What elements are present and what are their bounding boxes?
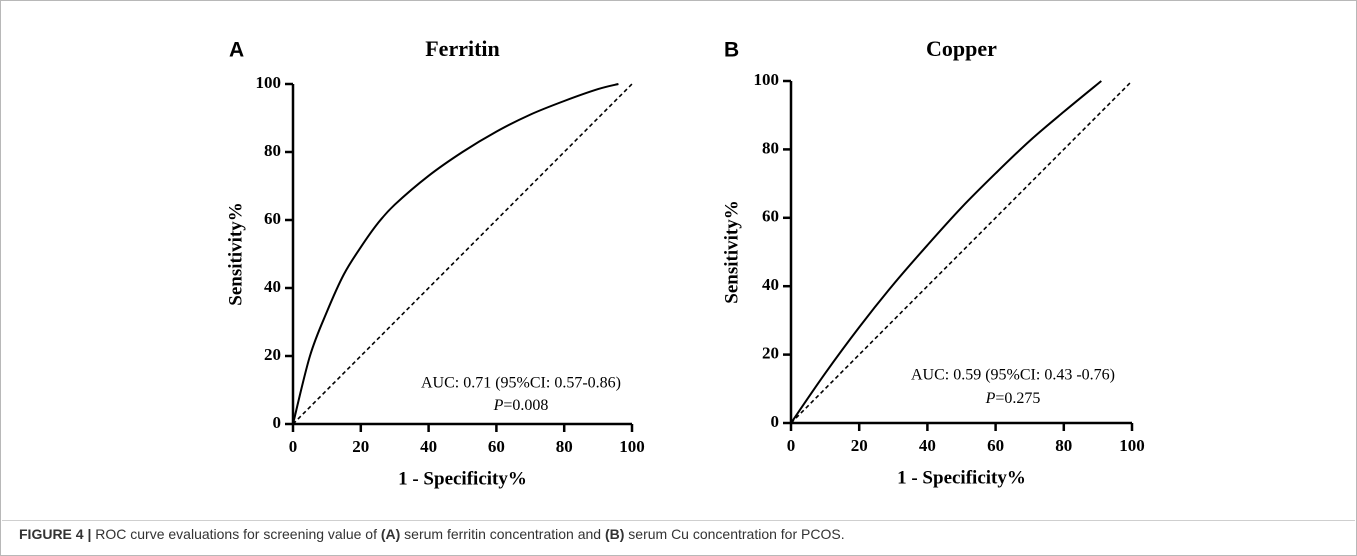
panel-a-x-tick-label: 40	[420, 437, 437, 456]
panel-a-letter: A	[229, 39, 244, 62]
panel-a-x-axis-label: 1 - Specificity%	[398, 468, 527, 489]
panel-a-y-tick-label: 0	[273, 413, 282, 432]
panel-b-auc-annotation: AUC: 0.59 (95%CI: 0.43 -0.76)	[911, 367, 1115, 384]
panel-b-y-tick-label: 0	[771, 412, 780, 431]
panel-b-y-tick-label: 80	[762, 138, 779, 157]
panel-a-y-tick-label: 60	[264, 209, 281, 228]
panel-b-p-label: P	[985, 390, 996, 407]
panel-b-y-tick-label: 100	[754, 70, 780, 89]
panel-a-x-tick-label: 0	[289, 437, 298, 456]
panel-a-p-value: =0.008	[503, 397, 548, 414]
panel-b-x-tick-label: 100	[1119, 436, 1145, 455]
caption-text-1: ROC curve evaluations for screening valu…	[91, 526, 381, 542]
figure-caption: FIGURE 4 | ROC curve evaluations for scr…	[19, 526, 1344, 542]
panel-b-chart: B Copper 0 20 40 60 80 100 0 20 40 60 80 100 1 - Speci…	[721, 36, 1144, 488]
caption-text-3: serum Cu concentration for PCOS.	[624, 526, 845, 542]
panel-a-auc-annotation: AUC: 0.71 (95%CI: 0.57-0.86)	[421, 375, 621, 392]
panel-a-y-tick-label: 40	[264, 277, 281, 296]
roc-figure: A Ferritin 0 20 40 60 80 100 0 20 40 60 80 100 1 - Spe…	[225, 36, 1144, 489]
panel-b-x-tick-label: 0	[787, 436, 796, 455]
panel-b-reference-line	[790, 80, 1133, 424]
panel-a-y-tick-label: 100	[256, 73, 282, 92]
panel-a-reference-line	[292, 83, 633, 425]
panel-b-x-tick-label: 20	[851, 436, 868, 455]
caption-ref-a: (A)	[380, 526, 401, 542]
panel-b-letter: B	[724, 39, 739, 62]
panel-a-x-tick-label: 100	[619, 437, 645, 456]
panel-b-x-tick-label: 80	[1055, 436, 1072, 455]
panel-b-roc-curve	[790, 80, 1102, 424]
panel-a-p-value-annotation: P=0.008	[493, 397, 549, 414]
panel-a-y-axis-label: Sensitivity%	[225, 202, 246, 305]
panel-a-y-tick-label: 80	[264, 141, 281, 160]
caption-divider	[2, 520, 1355, 521]
panel-b-p-value: =0.275	[995, 390, 1040, 407]
panel-b-title: Copper	[926, 36, 997, 61]
panel-a-y-tick-label: 20	[264, 345, 281, 364]
panel-b-x-tick-label: 60	[987, 436, 1004, 455]
panel-a-chart: A Ferritin 0 20 40 60 80 100 0 20 40 60 80 100 1 - Spe…	[225, 36, 644, 489]
panel-a-x-tick-label: 20	[352, 437, 369, 456]
panel-a-p-label: P	[493, 397, 504, 414]
panel-b-y-tick-label: 20	[762, 344, 779, 363]
panel-a-x-tick-label: 60	[488, 437, 505, 456]
caption-ref-b: (B)	[604, 526, 625, 542]
caption-text-2: serum ferritin concentration and	[400, 526, 605, 542]
panel-a-title: Ferritin	[425, 36, 500, 61]
panel-b-y-tick-label: 40	[762, 275, 779, 294]
caption-figure-label: FIGURE 4 |	[19, 526, 92, 542]
panel-a-x-tick-label: 80	[556, 437, 573, 456]
panel-b-p-value-annotation: P=0.275	[985, 390, 1041, 407]
panel-a-roc-curve	[292, 83, 619, 425]
panel-b-y-axis-label: Sensitivity%	[721, 200, 742, 303]
panel-b-x-axis-label: 1 - Specificity%	[897, 467, 1026, 488]
panel-b-y-tick-label: 60	[762, 207, 779, 226]
panel-b-x-tick-label: 40	[919, 436, 936, 455]
